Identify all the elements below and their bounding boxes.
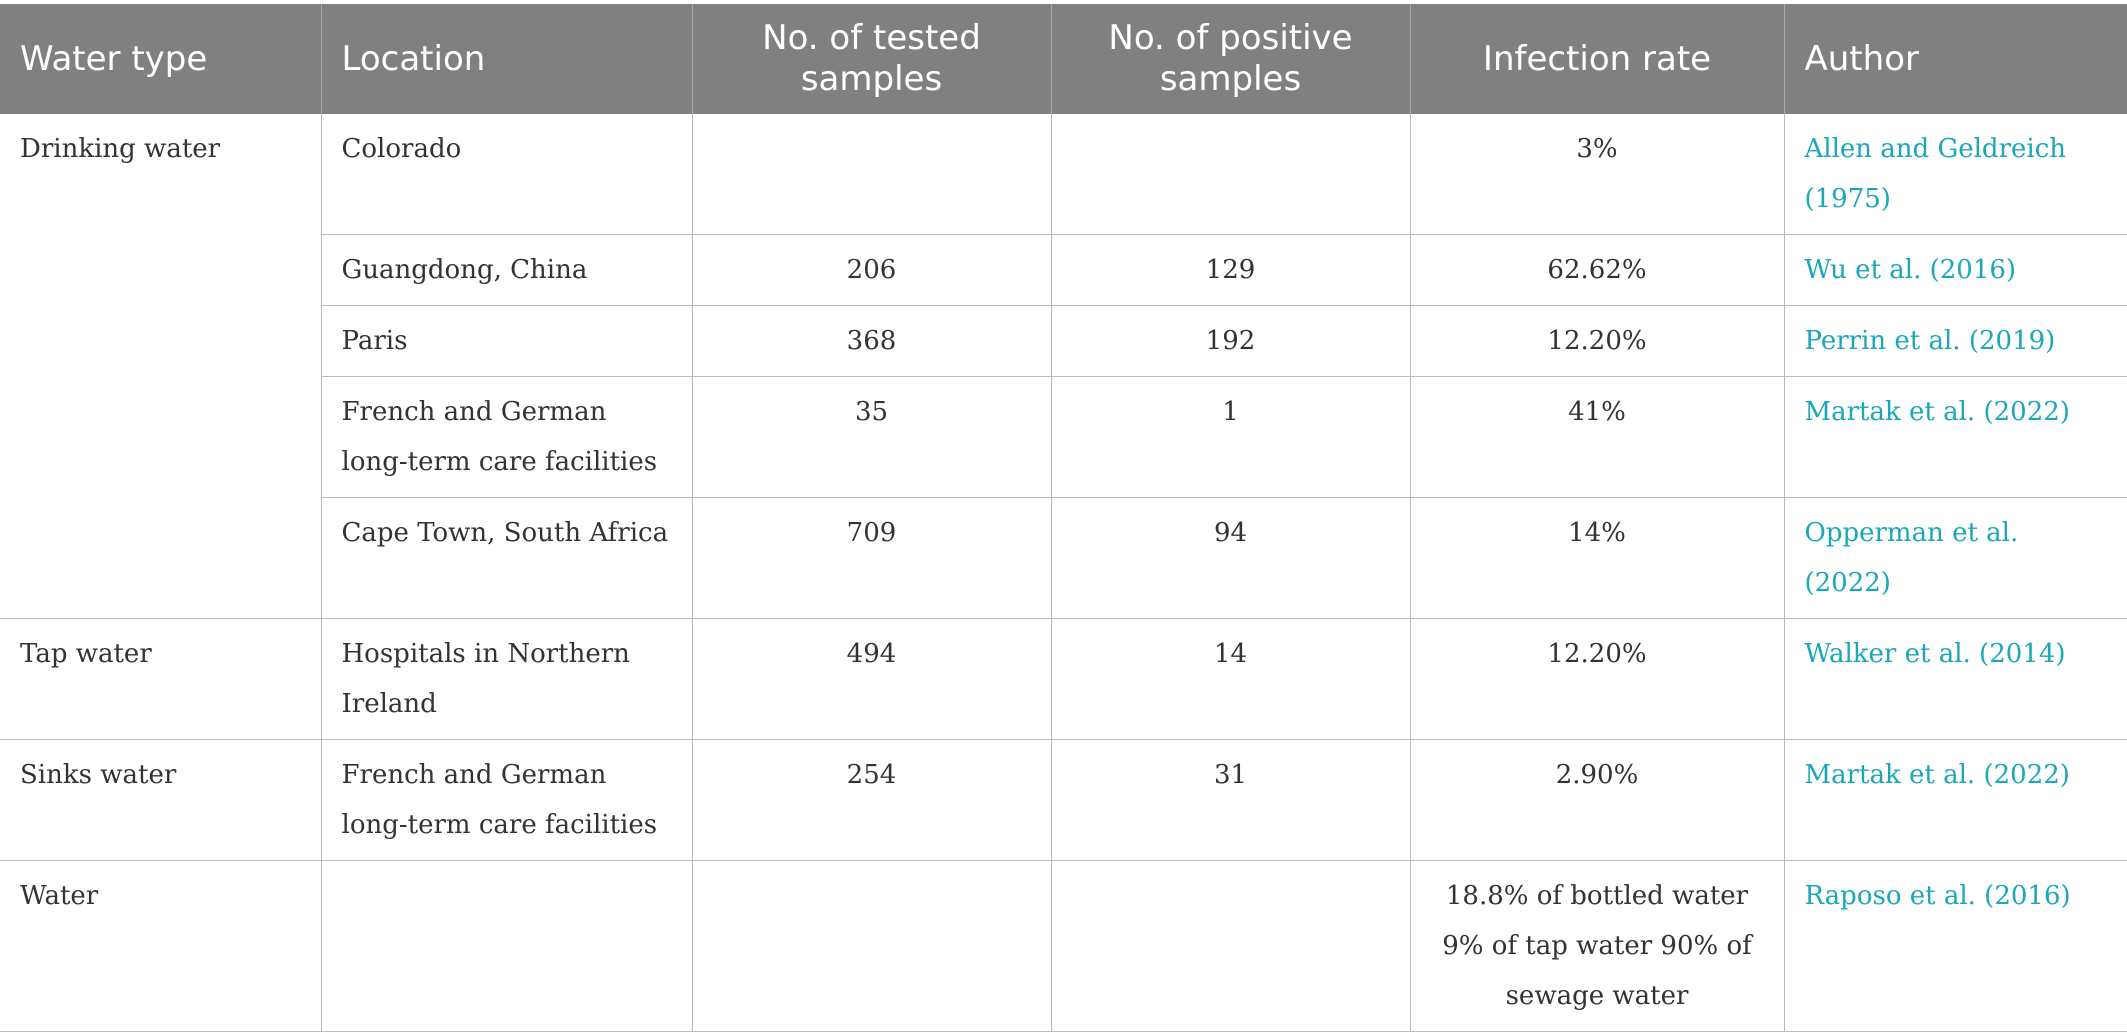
infection-rate-cell: 41% bbox=[1410, 376, 1785, 498]
water-type-cell: Tap water bbox=[0, 618, 322, 740]
table-row: Water 18.8% of bottled water 9% of tap w… bbox=[0, 860, 2127, 1032]
location-cell: Guangdong, China bbox=[321, 234, 693, 306]
location-cell: Hospitals in Northern Ireland bbox=[321, 618, 693, 740]
header-tested-samples: No. of tested samples bbox=[692, 4, 1052, 114]
author-cell: Walker et al. (2014) bbox=[1784, 618, 2127, 740]
location-cell bbox=[321, 860, 693, 1032]
table-row: Paris 368 192 12.20% Perrin et al. (2019… bbox=[0, 305, 2127, 377]
location-cell: French and German long-term care facilit… bbox=[321, 376, 693, 498]
water-type-cell: Sinks water bbox=[0, 739, 322, 861]
positive-cell bbox=[1051, 114, 1411, 235]
tested-cell: 206 bbox=[692, 234, 1052, 306]
positive-cell: 14 bbox=[1051, 618, 1411, 740]
tested-cell: 368 bbox=[692, 305, 1052, 377]
tested-cell bbox=[692, 114, 1052, 235]
header-infection-rate: Infection rate bbox=[1410, 4, 1785, 114]
tested-cell: 494 bbox=[692, 618, 1052, 740]
infection-rate-table: Water type Location No. of tested sample… bbox=[0, 4, 2127, 1032]
header-row: Water type Location No. of tested sample… bbox=[0, 4, 2127, 114]
author-cell: Perrin et al. (2019) bbox=[1784, 305, 2127, 377]
location-cell: Paris bbox=[321, 305, 693, 377]
author-link[interactable]: Martak et al. (2022) bbox=[1804, 760, 2070, 790]
water-type-cell: Water bbox=[0, 860, 322, 1032]
table-row: Guangdong, China 206 129 62.62% Wu et al… bbox=[0, 234, 2127, 306]
table-header: Water type Location No. of tested sample… bbox=[0, 4, 2127, 114]
positive-cell: 94 bbox=[1051, 497, 1411, 619]
table-row: Cape Town, South Africa 709 94 14% Opper… bbox=[0, 497, 2127, 619]
header-positive-samples: No. of positive samples bbox=[1051, 4, 1411, 114]
infection-rate-cell: 14% bbox=[1410, 497, 1785, 619]
header-location: Location bbox=[321, 4, 693, 114]
author-link[interactable]: Wu et al. (2016) bbox=[1804, 255, 2017, 285]
location-cell: Colorado bbox=[321, 114, 693, 235]
author-link[interactable]: Raposo et al. (2016) bbox=[1804, 881, 2071, 911]
author-link[interactable]: Opperman et al. (2022) bbox=[1804, 518, 2019, 598]
tested-cell bbox=[692, 860, 1052, 1032]
tested-cell: 35 bbox=[692, 376, 1052, 498]
location-cell: Cape Town, South Africa bbox=[321, 497, 693, 619]
author-cell: Martak et al. (2022) bbox=[1784, 739, 2127, 861]
infection-rate-cell: 12.20% bbox=[1410, 305, 1785, 377]
table-row: French and German long-term care facilit… bbox=[0, 376, 2127, 498]
author-link[interactable]: Allen and Geldreich (1975) bbox=[1804, 134, 2067, 214]
table-row: Tap water Hospitals in Northern Ireland … bbox=[0, 618, 2127, 740]
infection-rate-cell: 3% bbox=[1410, 114, 1785, 235]
author-cell: Allen and Geldreich (1975) bbox=[1784, 114, 2127, 235]
tested-cell: 254 bbox=[692, 739, 1052, 861]
infection-rate-cell: 62.62% bbox=[1410, 234, 1785, 306]
table-body: Drinking water Colorado 3% Allen and Gel… bbox=[0, 114, 2127, 1032]
table-row: Sinks water French and German long-term … bbox=[0, 739, 2127, 861]
positive-cell: 192 bbox=[1051, 305, 1411, 377]
author-link[interactable]: Walker et al. (2014) bbox=[1804, 639, 2066, 669]
tested-cell: 709 bbox=[692, 497, 1052, 619]
author-cell: Martak et al. (2022) bbox=[1784, 376, 2127, 498]
header-water-type: Water type bbox=[0, 4, 322, 114]
author-cell: Raposo et al. (2016) bbox=[1784, 860, 2127, 1032]
author-cell: Opperman et al. (2022) bbox=[1784, 497, 2127, 619]
positive-cell: 31 bbox=[1051, 739, 1411, 861]
author-link[interactable]: Perrin et al. (2019) bbox=[1804, 326, 2056, 356]
author-link[interactable]: Martak et al. (2022) bbox=[1804, 397, 2070, 427]
positive-cell bbox=[1051, 860, 1411, 1032]
table-row: Drinking water Colorado 3% Allen and Gel… bbox=[0, 114, 2127, 619]
water-type-cell: Drinking water bbox=[0, 114, 322, 619]
infection-rate-cell: 12.20% bbox=[1410, 618, 1785, 740]
author-cell: Wu et al. (2016) bbox=[1784, 234, 2127, 306]
infection-rate-cell: 2.90% bbox=[1410, 739, 1785, 861]
positive-cell: 129 bbox=[1051, 234, 1411, 306]
infection-rate-cell: 18.8% of bottled water 9% of tap water 9… bbox=[1410, 860, 1785, 1032]
positive-cell: 1 bbox=[1051, 376, 1411, 498]
location-cell: French and German long-term care facilit… bbox=[321, 739, 693, 861]
header-author: Author bbox=[1784, 4, 2127, 114]
